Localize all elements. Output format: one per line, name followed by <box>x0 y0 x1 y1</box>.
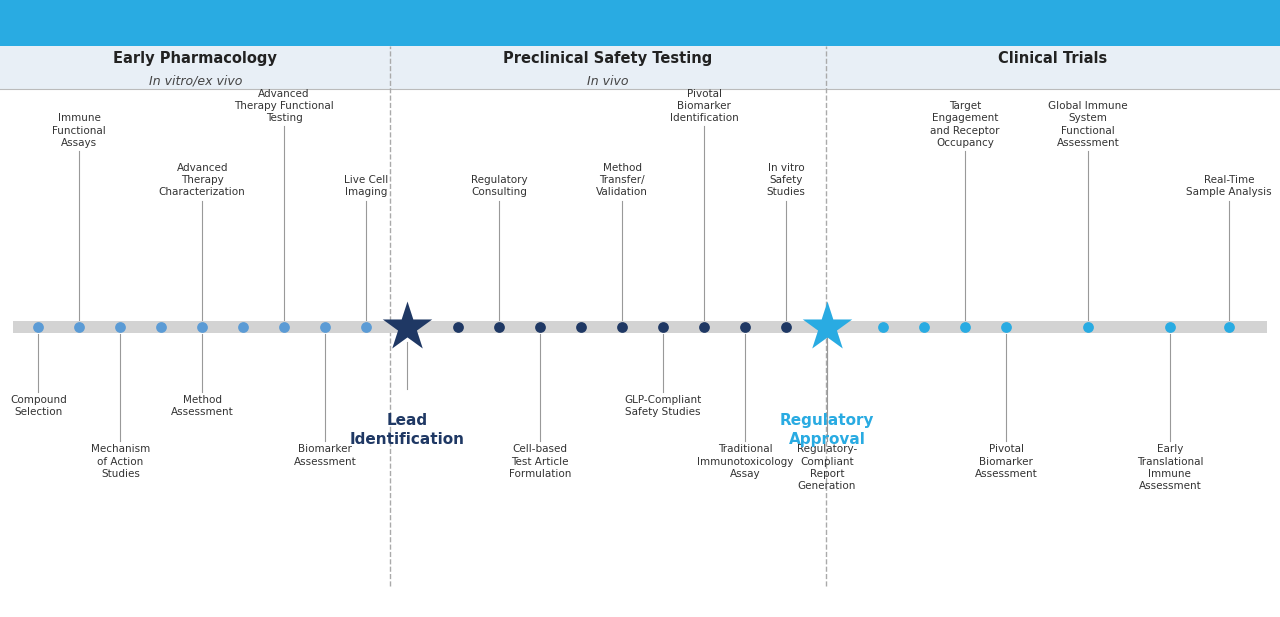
Point <box>1160 322 1180 332</box>
Point <box>873 322 893 332</box>
Text: Advanced
Therapy
Characterization: Advanced Therapy Characterization <box>159 163 246 197</box>
Text: Mechanism
of Action
Studies: Mechanism of Action Studies <box>91 444 150 479</box>
Text: Early Pharmacology: Early Pharmacology <box>113 51 278 66</box>
Point <box>315 322 335 332</box>
Text: Pivotal
Biomarker
Identification: Pivotal Biomarker Identification <box>669 89 739 123</box>
Point <box>955 322 975 332</box>
Point <box>776 322 796 332</box>
Text: Biomarker
Assessment: Biomarker Assessment <box>293 444 357 466</box>
Point <box>1219 322 1239 332</box>
Point <box>571 322 591 332</box>
Text: Preclinical Safety Testing: Preclinical Safety Testing <box>503 51 713 66</box>
Point <box>28 322 49 332</box>
Point <box>694 322 714 332</box>
Point <box>110 322 131 332</box>
Point <box>69 322 90 332</box>
Text: Advanced
Therapy Functional
Testing: Advanced Therapy Functional Testing <box>234 89 334 123</box>
Bar <box>0 46 1280 89</box>
Point <box>151 322 172 332</box>
Point <box>448 322 468 332</box>
Point <box>817 322 837 332</box>
Point <box>530 322 550 332</box>
Text: Early
Translational
Immune
Assessment: Early Translational Immune Assessment <box>1137 444 1203 491</box>
Text: Method
Assessment: Method Assessment <box>170 395 234 417</box>
Point <box>996 322 1016 332</box>
Text: Regulatory
Approval: Regulatory Approval <box>780 413 874 447</box>
Point <box>397 322 417 332</box>
Text: In vitro/ex vivo: In vitro/ex vivo <box>148 75 242 88</box>
Text: GLP-Compliant
Safety Studies: GLP-Compliant Safety Studies <box>625 395 701 417</box>
Text: Cell-based
Test Article
Formulation: Cell-based Test Article Formulation <box>509 444 571 479</box>
Text: Method
Transfer/
Validation: Method Transfer/ Validation <box>596 163 648 197</box>
Text: In vivo: In vivo <box>588 75 628 88</box>
Text: Regulatory
Consulting: Regulatory Consulting <box>471 175 527 197</box>
Point <box>653 322 673 332</box>
Text: Target
Engagement
and Receptor
Occupancy: Target Engagement and Receptor Occupancy <box>931 101 1000 148</box>
Text: Clinical Trials: Clinical Trials <box>998 51 1107 66</box>
Point <box>274 322 294 332</box>
Point <box>914 322 934 332</box>
Bar <box>0 0 1280 46</box>
Bar <box>13 321 1267 333</box>
Point <box>1078 322 1098 332</box>
Text: Traditional
Immunotoxicology
Assay: Traditional Immunotoxicology Assay <box>696 444 794 479</box>
Text: Pivotal
Biomarker
Assessment: Pivotal Biomarker Assessment <box>974 444 1038 479</box>
Point <box>192 322 212 332</box>
Text: In vitro
Safety
Studies: In vitro Safety Studies <box>767 163 805 197</box>
Point <box>356 322 376 332</box>
Text: Immune
Functional
Assays: Immune Functional Assays <box>52 114 106 148</box>
Text: Live Cell
Imaging: Live Cell Imaging <box>344 175 388 197</box>
Text: Typical Considerations  of a Cell or Gene Therapeutic:  Mapping  the Journey: Typical Considerations of a Cell or Gene… <box>253 14 1027 32</box>
Text: Lead
Identification: Lead Identification <box>349 413 465 447</box>
Text: Real-Time
Sample Analysis: Real-Time Sample Analysis <box>1187 175 1271 197</box>
Point <box>735 322 755 332</box>
Text: Regulatory-
Compliant
Report
Generation: Regulatory- Compliant Report Generation <box>796 444 858 491</box>
Point <box>233 322 253 332</box>
Point <box>489 322 509 332</box>
Point <box>612 322 632 332</box>
Text: Global Immune
System
Functional
Assessment: Global Immune System Functional Assessme… <box>1048 101 1128 148</box>
Text: Compound
Selection: Compound Selection <box>10 395 67 417</box>
